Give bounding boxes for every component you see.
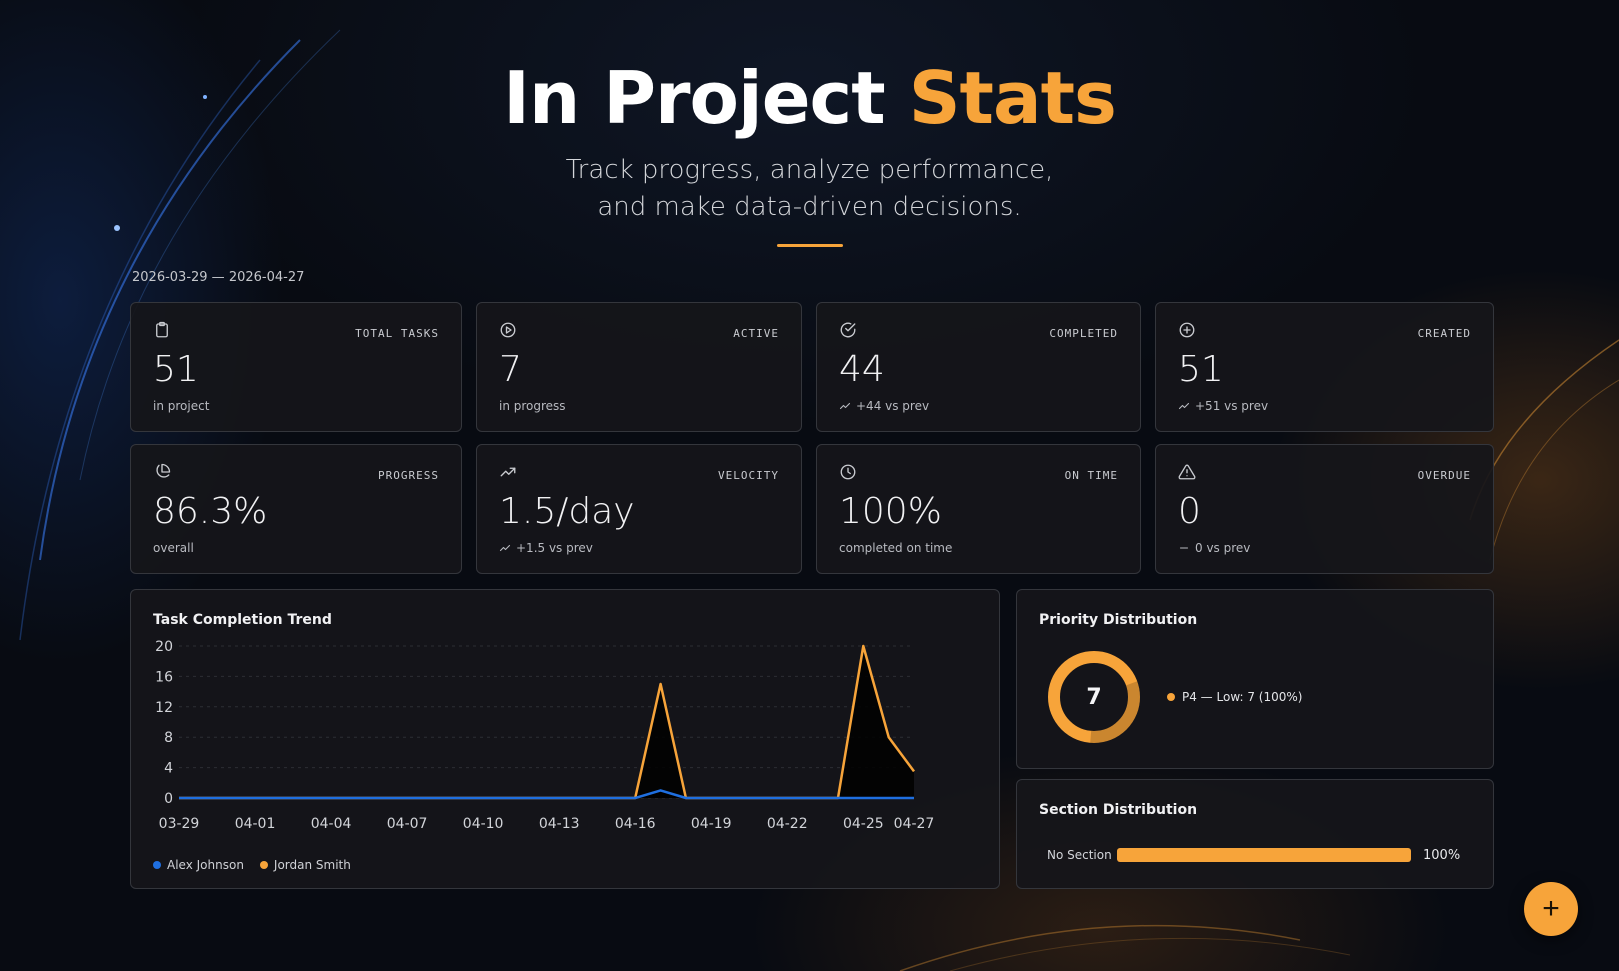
y-tick-label: 16 — [155, 669, 173, 685]
minus-icon — [1179, 547, 1189, 549]
x-tick-label: 04-10 — [463, 816, 504, 832]
stat-label: OVERDUE — [1417, 469, 1471, 482]
stat-sub: in progress — [499, 399, 566, 413]
stat-label: CREATED — [1417, 327, 1471, 340]
stat-card-progress: PROGRESS 86.3% overall — [130, 444, 462, 574]
chart-legend: Alex Johnson Jordan Smith — [153, 858, 351, 872]
priority-legend: P4 — Low: 7 (100%) — [1167, 690, 1302, 704]
x-tick-label: 04-07 — [387, 816, 428, 832]
stat-card-velocity: VELOCITY 1.5/day +1.5 vs prev — [476, 444, 802, 574]
legend-item-alex: Alex Johnson — [153, 858, 244, 872]
legend-dot — [1167, 693, 1175, 701]
section-bar-fill — [1117, 848, 1411, 862]
donut-center-value: 7 — [1086, 684, 1102, 710]
stat-sub: completed on time — [839, 541, 953, 555]
x-tick-label: 04-22 — [767, 816, 808, 832]
stat-label: VELOCITY — [718, 469, 779, 482]
stat-value: 86.3% — [153, 491, 268, 532]
stat-value: 0 — [1178, 491, 1201, 532]
clock-icon — [840, 464, 856, 480]
stat-value: 51 — [153, 349, 199, 390]
series-line-alex-johnson — [179, 789, 914, 800]
x-tick-label: 04-25 — [843, 816, 884, 832]
stat-sub: +51 vs prev — [1178, 399, 1268, 413]
section-bar-row: No Section 100% — [1047, 848, 1477, 863]
clipboard-icon — [156, 321, 168, 338]
title-accent: Stats — [908, 56, 1117, 140]
trending-up-icon — [839, 402, 851, 410]
x-tick-label: 04-01 — [235, 816, 276, 832]
stat-label: PROGRESS — [378, 469, 439, 482]
trending-up-icon — [500, 467, 516, 477]
task-completion-trend-panel: Task Completion Trend 0 4 8 12 16 20 03-29 04-0… — [130, 589, 1000, 889]
stat-value: 100% — [839, 491, 942, 532]
stat-sub: 0 vs prev — [1178, 541, 1250, 555]
y-tick-label: 4 — [164, 761, 173, 777]
stat-card-created: CREATED 51 +51 vs prev — [1155, 302, 1494, 432]
panel-title: Task Completion Trend — [153, 612, 332, 628]
series-area-jordan-smith — [179, 646, 914, 798]
x-tick-label: 04-19 — [691, 816, 732, 832]
title-underline — [777, 244, 843, 247]
subtitle-line-2: and make data-driven decisions. — [597, 192, 1022, 222]
y-tick-label: 0 — [164, 791, 173, 807]
title-main: In Project — [503, 56, 885, 140]
plus-circle-icon — [1179, 322, 1195, 338]
stat-value: 51 — [1178, 349, 1224, 390]
add-button[interactable]: + — [1524, 882, 1578, 936]
stat-sub: +44 vs prev — [839, 399, 929, 413]
y-tick-label: 8 — [164, 730, 173, 746]
x-tick-label: 04-04 — [311, 816, 352, 832]
stat-card-total-tasks: TOTAL TASKS 51 in project — [130, 302, 462, 432]
alert-triangle-icon — [1178, 464, 1196, 480]
x-tick-label: 03-29 — [159, 816, 200, 832]
legend-dot — [153, 861, 161, 869]
stat-sub: +1.5 vs prev — [499, 541, 593, 555]
stat-value: 1.5/day — [499, 491, 635, 532]
page-subtitle: Track progress, analyze performance, and… — [0, 152, 1619, 226]
stat-value: 7 — [499, 349, 522, 390]
x-tick-label: 04-13 — [539, 816, 580, 832]
stat-card-overdue: OVERDUE 0 0 vs prev — [1155, 444, 1494, 574]
stat-card-on-time: ON TIME 100% completed on time — [816, 444, 1141, 574]
section-percent: 100% — [1423, 848, 1461, 863]
y-tick-label: 20 — [155, 639, 173, 655]
section-label: No Section — [1047, 848, 1112, 862]
stat-label: ACTIVE — [733, 327, 779, 340]
stat-value: 44 — [839, 349, 885, 390]
stat-card-active: ACTIVE 7 in progress — [476, 302, 802, 432]
legend-dot — [259, 861, 268, 869]
x-tick-label: 04-27 — [894, 816, 935, 832]
stat-card-completed: COMPLETED 44 +44 vs prev — [816, 302, 1141, 432]
panel-title: Section Distribution — [1039, 802, 1198, 818]
legend-item-jordan: Jordan Smith — [259, 858, 351, 872]
x-tick-label: 04-16 — [615, 816, 656, 832]
play-circle-icon — [500, 322, 516, 338]
stat-sub: in project — [153, 399, 210, 413]
section-distribution-panel: Section Distribution No Section 100% — [1016, 779, 1494, 889]
stat-label: TOTAL TASKS — [355, 327, 439, 340]
series-line-jordan-smith — [179, 644, 916, 800]
priority-distribution-panel: Priority Distribution 7 P4 — Low: 7 (100… — [1016, 589, 1494, 769]
priority-donut — [1048, 651, 1140, 743]
subtitle-line-1: Track progress, analyze performance, — [565, 155, 1054, 185]
trending-up-icon — [499, 544, 511, 552]
stat-label: ON TIME — [1064, 469, 1118, 482]
pie-chart-icon — [156, 463, 171, 478]
check-circle-icon — [840, 322, 856, 338]
date-range: 2026-03-29 — 2026-04-27 — [132, 270, 305, 285]
section-bar-track — [1117, 848, 1411, 862]
stat-label: COMPLETED — [1049, 327, 1118, 340]
y-tick-label: 12 — [155, 700, 173, 716]
page-title: In Project Stats — [0, 56, 1619, 140]
trend-chart: 0 4 8 12 16 20 03-29 04-01 04-04 04-07 04-10 04-13 0… — [155, 639, 935, 832]
panel-title: Priority Distribution — [1039, 612, 1198, 628]
stat-sub: overall — [153, 541, 194, 555]
trending-up-icon — [1178, 402, 1190, 410]
